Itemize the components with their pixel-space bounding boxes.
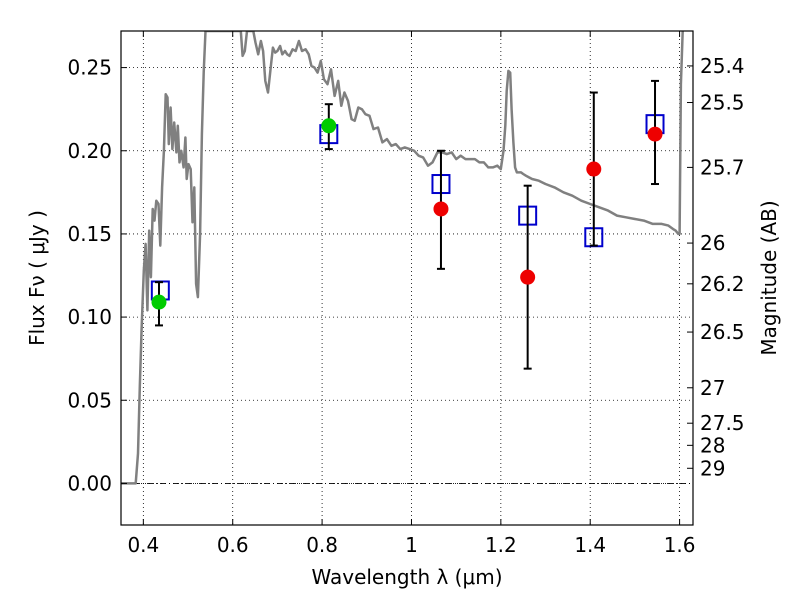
x-tick-label: 1.2 — [485, 533, 517, 557]
x-tick-label: 1 — [405, 533, 418, 557]
magnitude-tick-label: 27.5 — [700, 411, 745, 435]
x-axis-title: Wavelength λ (μm) — [311, 565, 502, 589]
green-circle-marker — [151, 295, 166, 310]
red-circle-marker — [648, 127, 663, 142]
y-tick-label: 0.05 — [67, 388, 112, 412]
magnitude-tick-label: 25.5 — [700, 91, 745, 115]
x-tick-label: 0.6 — [217, 533, 249, 557]
y-tick-label: 0.15 — [67, 222, 112, 246]
x-tick-label: 1.6 — [664, 533, 696, 557]
y-axis-title: Flux Fν ( μJy ) — [25, 210, 49, 346]
magnitude-tick-label: 25.7 — [700, 155, 745, 179]
plot-frame — [121, 31, 693, 525]
grid — [121, 31, 693, 525]
flux-chart: 0.4 0.6 0.8 1 1.2 1.4 1.6 0.00 0.05 0.10 0.15 0.20 0… — [0, 0, 800, 600]
magnitude-tick-label: 27 — [700, 376, 725, 400]
x-tick-label: 0.8 — [306, 533, 338, 557]
y-axis-right-title: Magnitude (AB) — [757, 200, 781, 355]
red-circle-marker — [586, 162, 601, 177]
red-circle-marker — [433, 201, 448, 216]
y-tick-label: 0.20 — [67, 139, 112, 163]
magnitude-tick-label: 26.5 — [700, 320, 745, 344]
y-tick-label: 0.10 — [67, 305, 112, 329]
y-tick-label: 0.00 — [67, 471, 112, 495]
magnitude-tick-label: 29 — [700, 456, 725, 480]
sed-model-line — [121, 31, 683, 483]
red-circle-marker — [520, 270, 535, 285]
y-tick-label: 0.25 — [67, 56, 112, 80]
green-circle-marker — [321, 118, 336, 133]
magnitude-tick-label: 25.4 — [700, 54, 745, 78]
magnitude-tick-label: 26.2 — [700, 272, 745, 296]
x-tick-label: 0.4 — [127, 533, 159, 557]
x-tick-label: 1.4 — [574, 533, 606, 557]
plot-area — [121, 31, 693, 483]
magnitude-tick-label: 28 — [700, 433, 725, 457]
magnitude-tick-label: 26 — [700, 231, 725, 255]
